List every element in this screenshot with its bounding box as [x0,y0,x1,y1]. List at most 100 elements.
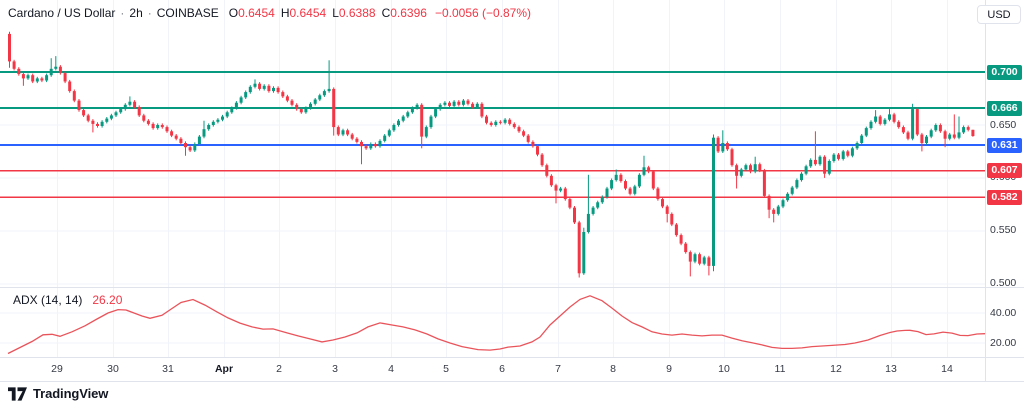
symbol-title: Cardano / US Dollar [8,6,116,20]
price-level-badge[interactable]: 0.631 [987,137,1022,153]
candle-body [100,121,104,126]
candle-body [874,116,878,122]
candle-body [360,141,363,147]
candle-body [744,165,748,170]
candle-body [40,78,44,81]
price-level-badge[interactable]: 0.607 [987,163,1022,178]
candle-body [804,166,808,174]
candle-body [350,134,354,139]
adx-axis-label: 40.00 [990,306,1017,319]
candle-body [864,128,868,136]
candle-body [309,103,312,108]
candle-body [160,125,164,128]
candle-body [605,188,609,197]
candle-body [929,130,933,137]
candle-body [665,206,669,214]
time-tick-label: 31 [162,363,174,375]
candle-body [17,68,21,75]
candle-body [962,127,966,133]
price-level-badge[interactable]: 0.700 [987,64,1022,80]
candle-body [355,138,359,142]
time-tick-label: 7 [555,363,561,375]
time-scale[interactable]: 29 30 31 Apr 2 3 4 5 6 7 8 9 10 11 12 13 14 [0,358,1024,381]
candle-body [781,200,785,207]
candle-body [790,187,794,194]
candle-body [299,109,303,113]
adx-axis-label: 20.00 [990,336,1017,349]
candle-body [753,164,757,172]
time-tick-label: 9 [666,363,672,375]
candle-body [26,75,30,79]
price-level-badge[interactable]: 0.666 [987,100,1022,116]
candle-body [96,123,99,126]
candle-body [957,132,961,138]
price-scale[interactable]: 0.6500.6000.5500.50040.0020.000.7000.666… [985,0,1024,358]
candle-body [698,254,702,264]
candle-body [207,125,211,130]
candle-body [410,108,414,113]
currency-unit-button[interactable]: USD [977,5,1021,24]
candle-body [12,61,16,69]
candle-body [925,136,928,143]
candle-body [174,135,178,139]
candle-body [272,87,275,92]
adx-name: ADX (14, 14) [13,293,83,307]
symbol-legend[interactable]: Cardano / US Dollar · 2h · COINBASE O0.6… [8,6,531,20]
price-level-badge[interactable]: 0.582 [987,189,1022,205]
candle-body [952,134,956,138]
adx-indicator-legend[interactable]: ADX (14, 14) 26.20 [13,293,122,307]
candle-body [373,144,377,147]
candle-body [128,101,132,105]
candle-body [827,161,831,174]
currency-unit-label: USD [987,8,1011,21]
candle-body [549,175,553,186]
candle-body [938,125,942,132]
candle-body [332,88,336,128]
candle-body [45,75,49,81]
candle-body [522,131,526,136]
low-value: 0.6388 [338,6,376,20]
tradingview-watermark-link[interactable]: TradingView [8,386,108,401]
price-axis-label: 0.550 [990,224,1017,237]
candle-body [716,137,720,152]
candle-body [234,102,238,108]
candle-body [137,107,141,116]
candle-body [767,195,771,210]
candle-body [813,159,817,165]
candle-body [244,92,248,98]
candle-body [573,207,576,223]
close-value: 0.6396 [390,6,427,20]
candle-body [401,116,405,121]
candle-body [193,144,197,151]
candle-body [800,173,803,181]
candle-body [619,174,623,182]
candle-body [837,154,840,159]
candle-body [156,125,160,129]
candle-body [49,68,53,76]
candle-body [911,109,915,139]
candle-body [624,181,627,189]
candle-body [58,66,62,74]
candle-body [77,100,81,111]
candle-body [888,114,891,120]
ohlc-readout: O0.6454 H0.6454 L0.6388 C0.6396 −0.0056 … [229,6,531,20]
candle-body [63,73,67,82]
watermark-text: TradingView [33,386,109,401]
candle-body [684,243,688,253]
candle-body [420,104,424,137]
candle-body [21,74,25,79]
candle-body [383,135,387,141]
candle-body [387,130,391,136]
candle-body [600,197,604,203]
candle-body [809,159,813,167]
candle-body [943,131,947,139]
candle-body [304,108,308,113]
candle-body [498,121,502,123]
candle-body [119,109,123,113]
candle-body [901,127,905,133]
candle-body [721,143,725,152]
adx-current-value: 26.20 [92,293,123,307]
candle-body [31,75,35,82]
